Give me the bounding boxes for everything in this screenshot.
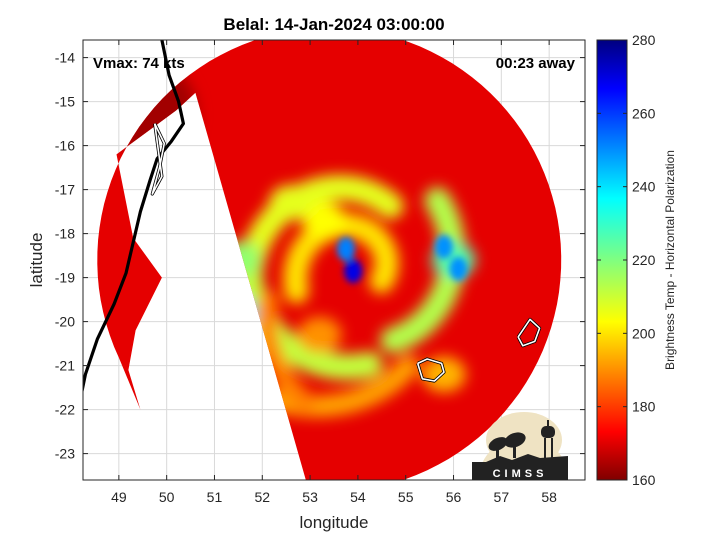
coastline: [517, 318, 541, 347]
x-axis-ticks: 49 50 51 52 53 54 55 56 57 58: [111, 40, 557, 505]
coastline: [151, 123, 166, 195]
y-tick-label: -22: [55, 402, 75, 418]
feature-band-east-cell-1: [434, 234, 453, 259]
colorbar-ticks: 160 180 200 220 240 260 280: [597, 32, 656, 488]
y-tick-label: -16: [55, 138, 75, 154]
x-tick-label: 52: [254, 489, 270, 505]
inner-spiral-band: [283, 213, 399, 304]
cimss-logo-text: CIMSS: [493, 468, 548, 480]
y-tick-label: -20: [55, 314, 75, 330]
axes-box: [82, 39, 586, 481]
colorbar: [596, 39, 628, 481]
y-tick-label: -15: [55, 94, 75, 110]
cimss-logo: CIMSS: [472, 412, 568, 480]
colorbar-tick-label: 240: [632, 179, 656, 195]
feature-band-east-cell-2: [449, 256, 468, 281]
colorbar-tick-label: 180: [632, 399, 656, 415]
east-spiral-band: [380, 187, 466, 354]
feature-outer-band-north: [268, 184, 313, 221]
feature-band-south: [297, 316, 342, 353]
x-tick-label: 57: [494, 489, 510, 505]
y-axis-ticks: -14 -15 -16 -17 -18 -19 -20 -21 -22 -23: [55, 50, 585, 462]
x-tick-label: 54: [350, 489, 366, 505]
colorbar-tick-label: 260: [632, 105, 656, 121]
colorbar-tick-label: 200: [632, 325, 656, 341]
coastline-group: [83, 40, 542, 395]
x-tick-label: 58: [541, 489, 557, 505]
feature-inner-ring: [302, 202, 347, 239]
colorbar-tick-label: 280: [632, 32, 656, 48]
y-axis-label: latitude: [27, 233, 46, 288]
vmax-annotation: Vmax: 74 kts: [93, 55, 185, 72]
convective-cell-layer: [336, 234, 468, 283]
time-away-annotation: 00:23 away: [496, 55, 576, 72]
y-tick-label: -19: [55, 270, 75, 286]
colorbar-tick-label: 160: [632, 472, 656, 488]
y-tick-label: -17: [55, 182, 75, 198]
colorbar-label: Brightness Temp - Horizontal Polarizatio…: [663, 150, 677, 370]
south-band: [256, 291, 316, 413]
x-tick-label: 53: [302, 489, 318, 505]
x-tick-label: 51: [207, 489, 223, 505]
y-tick-label: -23: [55, 446, 75, 462]
x-tick-label: 49: [111, 489, 127, 505]
coastline: [416, 358, 445, 382]
x-axis-label: longitude: [299, 513, 368, 532]
west-spiral-band: [235, 239, 383, 380]
y-tick-label: -21: [55, 358, 75, 374]
coastline: [83, 40, 184, 389]
colorbar-tick-label: 220: [632, 252, 656, 268]
feature-eyewall-east: [336, 237, 355, 261]
y-tick-label: -18: [55, 226, 75, 242]
y-tick-label: -14: [55, 50, 75, 66]
x-tick-label: 50: [159, 489, 175, 505]
x-tick-label: 55: [398, 489, 414, 505]
feature-eye-core: [344, 259, 363, 283]
chart-title: Belal: 14-Jan-2024 03:00:00: [223, 15, 444, 34]
x-tick-label: 56: [446, 489, 462, 505]
